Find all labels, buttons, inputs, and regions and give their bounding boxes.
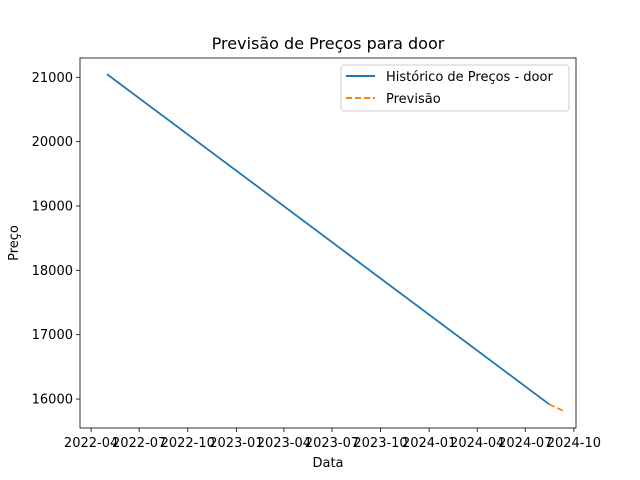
series-line-0 <box>106 73 550 405</box>
x-tick-label-5: 2023-07 <box>305 436 359 451</box>
y-tick-label-3: 19000 <box>32 200 73 215</box>
x-tick-label-3: 2023-01 <box>209 436 263 451</box>
legend-box <box>340 64 570 112</box>
x-tick-label-8: 2024-04 <box>450 436 504 451</box>
x-axis-label: Data <box>312 456 343 471</box>
x-tick-label-1: 2022-07 <box>112 436 166 451</box>
legend-label-previsao: Previsão <box>386 92 441 107</box>
y-tick-label-2: 18000 <box>32 264 73 279</box>
x-tick-label-10: 2024-10 <box>547 436 601 451</box>
x-tick-label-0: 2022-04 <box>64 436 118 451</box>
y-axis: 16000 17000 18000 19000 20000 21000 <box>32 71 80 408</box>
x-tick-label-9: 2024-07 <box>498 436 552 451</box>
y-tick-label-4: 20000 <box>32 135 73 150</box>
x-tick-label-7: 2024-01 <box>402 436 456 451</box>
x-tick-label-4: 2023-04 <box>257 436 311 451</box>
legend: Histórico de Preços - door Previsão <box>340 64 570 112</box>
y-tick-label-0: 16000 <box>32 393 73 408</box>
x-tick-label-6: 2023-10 <box>353 436 407 451</box>
plot-area <box>80 58 576 428</box>
series-line-1 <box>548 403 566 413</box>
series-layer <box>106 73 566 413</box>
y-axis-label: Preço <box>7 225 22 261</box>
x-axis: 2022-042022-072022-102023-012023-042023-… <box>64 428 601 451</box>
y-tick-label-1: 17000 <box>32 328 73 343</box>
legend-label-historico: Histórico de Preços - door <box>386 70 553 85</box>
y-tick-label-5: 21000 <box>32 71 73 86</box>
chart-title: Previsão de Preços para door <box>212 34 445 53</box>
plot-frame <box>79 57 577 429</box>
x-tick-label-2: 2022-10 <box>161 436 215 451</box>
